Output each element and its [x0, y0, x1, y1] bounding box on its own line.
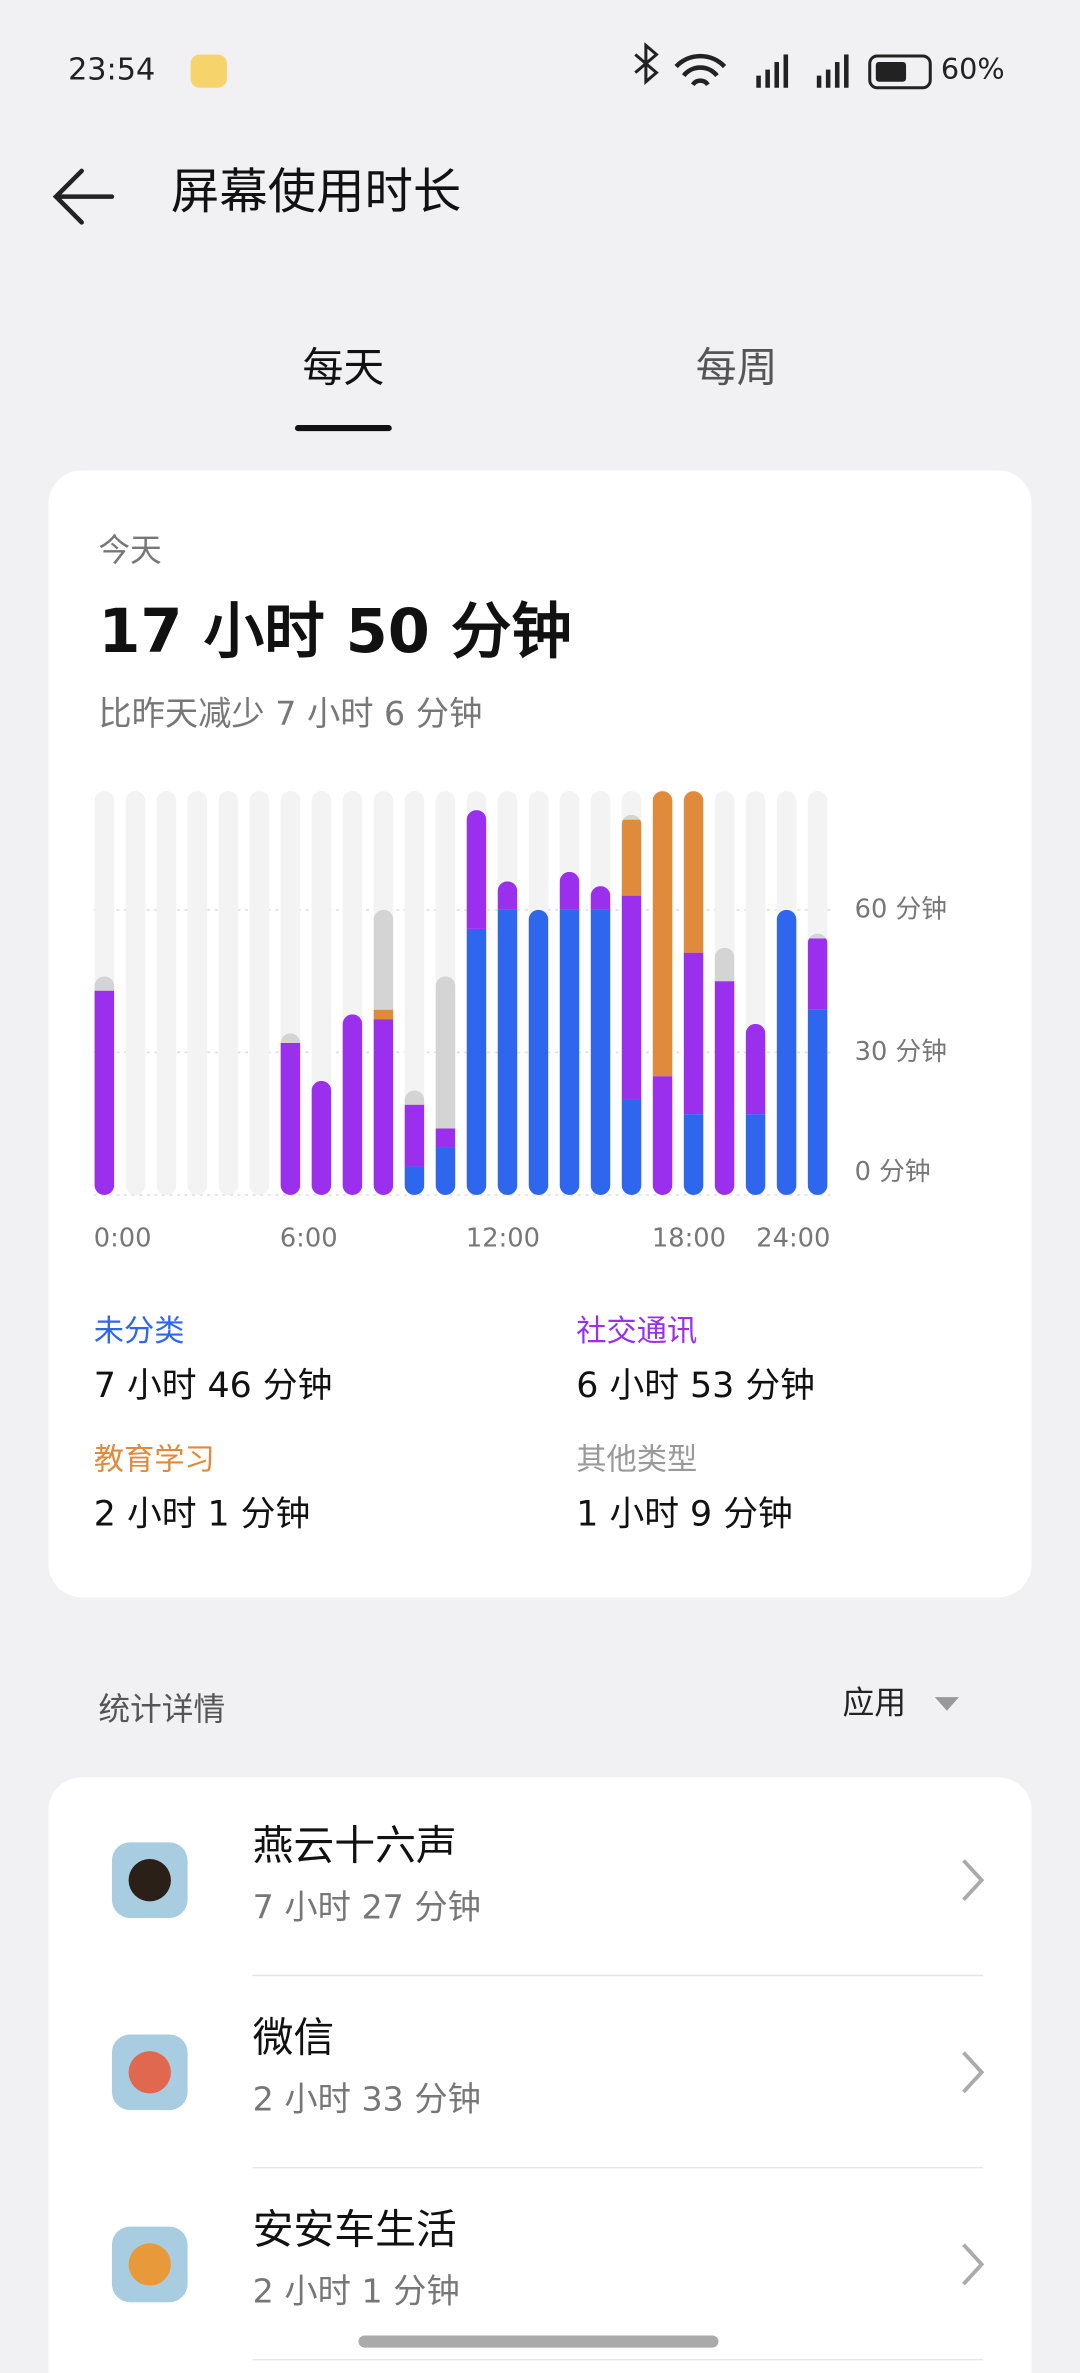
battery-text: 60% [941, 52, 1005, 86]
home-indicator [358, 2335, 719, 2348]
bar-track [218, 791, 239, 1195]
x-tick-label: 18:00 [652, 1223, 726, 1253]
filter-label[interactable]: 应用 [843, 1686, 907, 1722]
bar-segment [373, 1019, 394, 1195]
app-time: 2 小时 33 分钟 [253, 2080, 481, 2119]
chevron[interactable] [962, 2051, 985, 2094]
weibo-icon [190, 54, 227, 88]
app-icon-glyph [128, 1859, 171, 1902]
filter-arrow[interactable] [934, 1697, 959, 1711]
app-list-card [48, 1777, 1032, 2373]
bar-segment [528, 909, 549, 1195]
y-tick-label: 0 分钟 [855, 1157, 931, 1187]
bar-segment [404, 1090, 425, 1105]
tab-daily[interactable]: 每天 [303, 344, 385, 392]
bar-segment [714, 981, 735, 1195]
bar-segment [745, 1114, 766, 1195]
usage-chart: 0 分钟 30 分钟 60 分钟 0:00 6:00 12:00 18:00 24:00 未分类… [93, 791, 947, 1535]
bar-track [187, 791, 208, 1195]
tab-indicator [294, 425, 392, 432]
chevron[interactable] [962, 1859, 985, 1902]
bar-segment [435, 1147, 456, 1195]
y-tick-label: 30 分钟 [855, 1037, 947, 1067]
bar-segment [435, 976, 456, 1129]
details-title: 统计详情 [98, 1692, 225, 1728]
app-icon-glyph [128, 2243, 171, 2286]
bar-segment [776, 909, 797, 1195]
bar-segment [559, 909, 580, 1195]
bar-segment [373, 1009, 394, 1020]
bar-segment [466, 810, 487, 929]
bar-segment [590, 886, 611, 910]
bar-segment [94, 990, 115, 1195]
bar-segment [683, 1114, 704, 1195]
bar-segment [652, 1076, 673, 1195]
legend-name: 未分类 [94, 1314, 185, 1349]
bar-segment [280, 1042, 301, 1195]
bar-segment [497, 909, 518, 1195]
bar-segment [807, 933, 828, 939]
legend-total: 2 小时 1 分钟 [94, 1495, 310, 1535]
app-time: 7 小时 27 分钟 [253, 1887, 481, 1926]
legend-name: 社交通讯 [576, 1314, 697, 1349]
bar-track [125, 791, 146, 1195]
bar-segment [373, 909, 394, 1010]
page-title: 屏幕使用时长 [171, 164, 461, 220]
summary-compare: 比昨天减少 7 小时 6 分钟 [98, 694, 482, 733]
signal-icons [756, 54, 849, 88]
x-tick-label: 6:00 [280, 1223, 338, 1253]
legend-total: 6 小时 53 分钟 [576, 1366, 815, 1406]
bar-segment [590, 909, 611, 1195]
app-time: 2 小时 1 分钟 [253, 2272, 460, 2311]
legend-total: 1 小时 9 分钟 [576, 1495, 792, 1535]
bar-segment [683, 952, 704, 1115]
legend-total: 7 小时 46 分钟 [94, 1366, 333, 1406]
bar-segment [652, 791, 673, 1077]
app-name[interactable]: 安安车生活 [253, 2206, 457, 2254]
bar-segment [807, 938, 828, 1010]
bluetooth-icon [634, 42, 659, 85]
bar-segment [621, 814, 642, 820]
battery-level [875, 62, 907, 82]
bar-segment [807, 1009, 828, 1195]
bar-track [156, 791, 177, 1195]
bar-segment [497, 881, 518, 910]
bar-segment [621, 1099, 642, 1195]
bar-track [249, 791, 270, 1195]
back-button[interactable] [52, 168, 115, 225]
bar-segment [745, 1023, 766, 1115]
x-tick-label: 12:00 [466, 1223, 540, 1253]
summary-label: 今天 [98, 533, 162, 569]
bar-segment [621, 895, 642, 1100]
y-tick-label: 60 分钟 [855, 894, 947, 924]
app-name[interactable]: 燕云十六声 [253, 1821, 457, 1869]
app-name[interactable]: 微信 [253, 2014, 335, 2062]
battery-outline [868, 54, 932, 90]
x-tick-label: 24:00 [756, 1223, 830, 1253]
x-tick-label: 0:00 [94, 1223, 152, 1253]
bar-segment [435, 1128, 456, 1148]
bar-segment [559, 871, 580, 910]
bar-segment [621, 819, 642, 896]
tab-weekly[interactable]: 每周 [696, 344, 778, 392]
wifi-icon [674, 53, 727, 87]
bar-segment [404, 1104, 425, 1167]
bar-segment [466, 928, 487, 1195]
bar-segment [683, 791, 704, 953]
bar-segment [280, 1033, 301, 1043]
bar-segment [404, 1166, 425, 1195]
bar-segment [714, 947, 735, 982]
bar-segment [342, 1014, 363, 1195]
legend-name: 教育学习 [94, 1443, 215, 1478]
bar-segment [311, 1080, 332, 1195]
app-icon-glyph [128, 2051, 171, 2094]
status-time: 23:54 [68, 53, 155, 88]
summary-total: 17 小时 50 分钟 [98, 597, 572, 667]
legend-name: 其他类型 [576, 1443, 697, 1478]
bar-segment [94, 976, 115, 991]
chevron[interactable] [962, 2243, 985, 2286]
